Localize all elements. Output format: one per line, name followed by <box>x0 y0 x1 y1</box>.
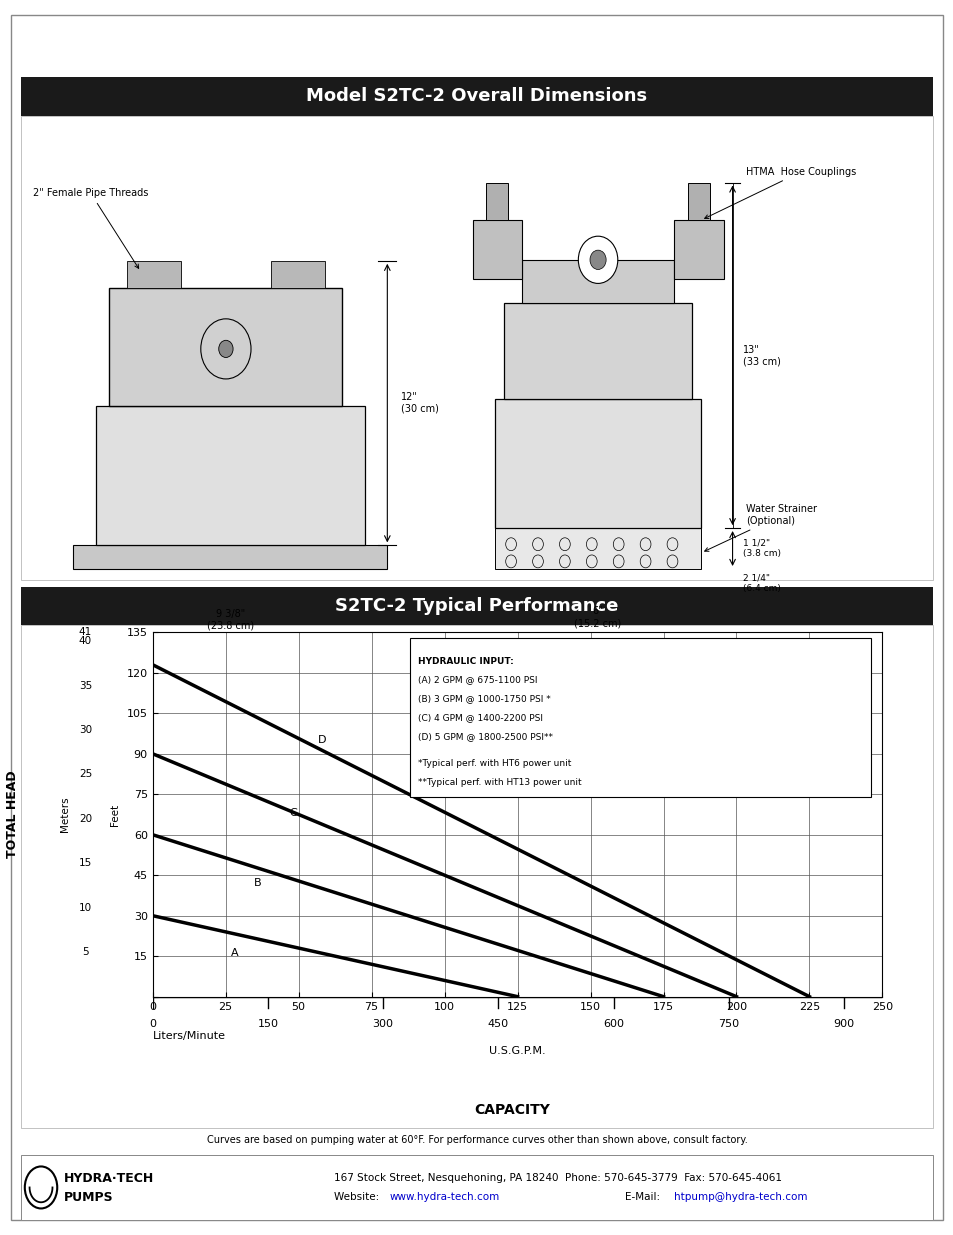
Text: 15: 15 <box>79 858 92 868</box>
Text: Model S2TC-2 Overall Dimensions: Model S2TC-2 Overall Dimensions <box>306 88 647 105</box>
Bar <box>409 637 870 797</box>
Text: 1 1/2"
(3.8 cm): 1 1/2" (3.8 cm) <box>742 538 781 558</box>
Text: 9 3/8"
(23.8 cm): 9 3/8" (23.8 cm) <box>207 609 253 630</box>
Bar <box>674 220 722 279</box>
Text: 600: 600 <box>602 1019 623 1029</box>
Bar <box>271 261 324 288</box>
Text: S2TC-2 Typical Performance: S2TC-2 Typical Performance <box>335 597 618 615</box>
Text: U.S.G.P.M.: U.S.G.P.M. <box>489 1046 545 1056</box>
Bar <box>21 625 932 1128</box>
Text: 2 1/4"
(6.4 cm): 2 1/4" (6.4 cm) <box>742 573 781 593</box>
Circle shape <box>218 341 233 357</box>
Text: 10: 10 <box>79 903 91 913</box>
Text: 35: 35 <box>79 680 92 690</box>
Text: 900: 900 <box>833 1019 854 1029</box>
Bar <box>21 1155 932 1220</box>
Text: 6"
(15.2 cm): 6" (15.2 cm) <box>574 606 621 629</box>
Text: E-Mail:: E-Mail: <box>624 1192 662 1203</box>
Text: (C) 4 GPM @ 1400-2200 PSI: (C) 4 GPM @ 1400-2200 PSI <box>417 714 542 722</box>
Circle shape <box>578 236 618 283</box>
Text: www.hydra-tech.com: www.hydra-tech.com <box>389 1192 499 1203</box>
Bar <box>127 261 181 288</box>
Text: 5: 5 <box>82 947 89 957</box>
Text: 30: 30 <box>79 725 91 735</box>
Text: 25: 25 <box>79 769 92 779</box>
Bar <box>495 399 700 529</box>
Text: 750: 750 <box>718 1019 739 1029</box>
Text: Water Strainer
(Optional): Water Strainer (Optional) <box>704 504 816 551</box>
Text: A: A <box>231 948 238 958</box>
Text: 13"
(33 cm): 13" (33 cm) <box>742 345 781 366</box>
Bar <box>503 303 692 399</box>
Bar <box>110 288 342 406</box>
Text: 150: 150 <box>257 1019 278 1029</box>
Text: Meters: Meters <box>60 797 70 832</box>
Bar <box>95 406 364 546</box>
Bar <box>521 259 674 303</box>
Text: HYDRAULIC INPUT:: HYDRAULIC INPUT: <box>417 657 514 666</box>
Text: 167 Stock Street, Nesquehoning, PA 18240  Phone: 570-645-3779  Fax: 570-645-4061: 167 Stock Street, Nesquehoning, PA 18240… <box>334 1172 781 1183</box>
Text: B: B <box>253 878 261 888</box>
Text: 450: 450 <box>487 1019 508 1029</box>
Bar <box>21 116 932 580</box>
Text: (B) 3 GPM @ 1000-1750 PSI *: (B) 3 GPM @ 1000-1750 PSI * <box>417 694 551 704</box>
Bar <box>73 546 387 569</box>
Text: HTMA  Hose Couplings: HTMA Hose Couplings <box>704 167 856 219</box>
Text: 41: 41 <box>79 627 92 637</box>
Text: 40: 40 <box>79 636 91 646</box>
Bar <box>687 183 709 220</box>
Text: 0: 0 <box>149 1019 156 1029</box>
Bar <box>472 220 521 279</box>
Text: PUMPS: PUMPS <box>64 1191 113 1204</box>
Text: 300: 300 <box>373 1019 394 1029</box>
Text: 20: 20 <box>79 814 91 824</box>
Bar <box>21 77 932 116</box>
Text: **Typical perf. with HT13 power unit: **Typical perf. with HT13 power unit <box>417 778 581 787</box>
Text: C: C <box>289 808 296 818</box>
Text: Liters/Minute: Liters/Minute <box>152 1031 226 1041</box>
Text: TOTAL HEAD: TOTAL HEAD <box>6 771 19 858</box>
Text: 12"
(30 cm): 12" (30 cm) <box>400 391 438 414</box>
Text: *Typical perf. with HT6 power unit: *Typical perf. with HT6 power unit <box>417 760 571 768</box>
Text: D: D <box>317 735 326 745</box>
Bar <box>21 587 932 625</box>
Text: htpump@hydra-tech.com: htpump@hydra-tech.com <box>674 1192 807 1203</box>
Text: (A) 2 GPM @ 675-1100 PSI: (A) 2 GPM @ 675-1100 PSI <box>417 676 537 684</box>
Text: CAPACITY: CAPACITY <box>474 1103 550 1118</box>
Text: Feet: Feet <box>110 804 119 825</box>
Circle shape <box>589 251 605 269</box>
Text: 2" Female Pipe Threads: 2" Female Pipe Threads <box>33 188 149 268</box>
Text: (D) 5 GPM @ 1800-2500 PSI**: (D) 5 GPM @ 1800-2500 PSI** <box>417 732 553 741</box>
Text: Website:: Website: <box>334 1192 382 1203</box>
Bar <box>485 183 508 220</box>
Text: Curves are based on pumping water at 60°F. For performance curves other than sho: Curves are based on pumping water at 60°… <box>207 1135 746 1145</box>
Text: HYDRA·TECH: HYDRA·TECH <box>64 1172 154 1186</box>
Bar <box>495 529 700 569</box>
